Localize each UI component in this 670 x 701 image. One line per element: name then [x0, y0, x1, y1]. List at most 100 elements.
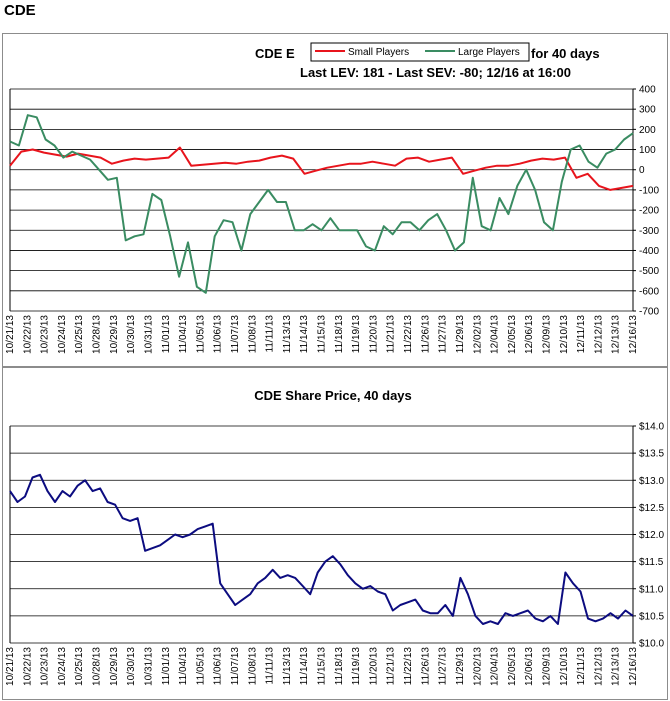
x-tick-label: 11/06/13: [213, 315, 224, 354]
x-tick-label: 12/11/13: [576, 315, 587, 354]
x-tick-label: 10/30/13: [126, 647, 137, 686]
x-tick-label: 10/22/13: [22, 315, 33, 354]
x-tick-label: 12/02/13: [472, 647, 483, 686]
x-tick-label: 11/05/13: [195, 647, 206, 686]
legend-box: [310, 42, 530, 62]
series-line-2: [9, 114, 634, 294]
y-tick-label: -600: [639, 286, 659, 297]
x-tick-label: 11/04/13: [178, 647, 189, 686]
x-tick-label: 11/15/13: [317, 647, 328, 686]
y-tick-label: -400: [639, 246, 659, 257]
x-tick-label: 11/11/13: [265, 647, 276, 685]
x-tick-label: 11/01/13: [161, 647, 172, 686]
x-tick-label: 12/10/13: [559, 647, 570, 686]
x-tick-label: 11/07/13: [230, 315, 241, 354]
x-tick-label: 10/30/13: [126, 315, 137, 354]
x-tick-label: 12/06/13: [524, 315, 535, 354]
y-tick-label: 100: [639, 145, 656, 156]
y-tick-label: -100: [639, 185, 659, 196]
x-tick-label: 11/13/13: [282, 315, 293, 354]
x-tick-label: 12/05/13: [507, 647, 518, 686]
x-tick-label: 10/29/13: [109, 647, 120, 686]
x-tick-label: 11/26/13: [420, 647, 431, 686]
x-tick-label: 12/06/13: [524, 647, 535, 686]
y-tick-label: -700: [639, 307, 659, 318]
x-tick-label: 11/14/13: [299, 315, 310, 354]
x-tick-label: 11/06/13: [213, 647, 224, 686]
x-tick-label: 11/21/13: [386, 315, 397, 354]
x-tick-label: 11/11/13: [265, 315, 276, 353]
x-tick-label: 11/19/13: [351, 647, 362, 686]
x-tick-label: 12/13/13: [611, 647, 622, 686]
y-tick-label: -300: [639, 226, 659, 237]
chart-legend: Small Players Large Players: [310, 42, 530, 62]
x-tick-label: 12/09/13: [541, 647, 552, 686]
x-tick-label: 12/13/13: [611, 315, 622, 354]
x-tick-label: 11/29/13: [455, 315, 466, 354]
x-tick-label: 11/04/13: [178, 315, 189, 354]
page-title: CDE: [4, 2, 36, 19]
x-tick-label: 10/23/13: [40, 647, 51, 686]
x-tick-label: 11/01/13: [161, 315, 172, 354]
series-line-1: [9, 146, 634, 191]
price-chart-svg: CDE Share Price, 40 days $14.0 $13.5 $13.0…: [5, 388, 664, 686]
x-tick-label: 11/20/13: [368, 647, 379, 686]
x-tick-label: 12/16/13: [628, 315, 639, 354]
x-tick-label: 11/18/13: [334, 647, 345, 686]
x-tick-label: 12/05/13: [507, 315, 518, 354]
y-tick-label: $13.5: [639, 449, 664, 460]
x-tick-label: 10/23/13: [40, 315, 51, 354]
x-tick-label: 11/14/13: [299, 647, 310, 686]
price-chart-panel: CDE Share Price, 40 days $14.0 $13.5 $13.0…: [2, 367, 668, 700]
x-tick-label: 12/02/13: [472, 315, 483, 354]
chart-subtitle: Last LEV: 181 - Last SEV: -80; 12/16 at …: [300, 65, 571, 80]
x-tick-label: 10/21/13: [5, 315, 16, 354]
x-tick-label: 10/25/13: [74, 647, 85, 686]
x-tick-label: 11/08/13: [247, 315, 258, 354]
ev-chart-svg: CDE E for 40 days Last LEV: 181 - Last S…: [5, 42, 659, 354]
chart-title-right: for 40 days: [531, 46, 600, 61]
y-tick-label: $13.0: [639, 476, 664, 487]
x-tick-label: 11/22/13: [403, 315, 414, 354]
y-tick-label: 400: [639, 85, 656, 96]
x-tick-label: 12/11/13: [576, 647, 587, 686]
series-line-1: [9, 473, 634, 625]
x-tick-label: 12/04/13: [490, 647, 501, 686]
x-tick-label: 12/10/13: [559, 315, 570, 354]
y-tick-label: $11.5: [639, 557, 664, 568]
x-tick-label: 10/22/13: [22, 647, 33, 686]
x-tick-label: 11/18/13: [334, 315, 345, 354]
x-tick-label: 11/20/13: [368, 315, 379, 354]
x-tick-label: 11/13/13: [282, 647, 293, 686]
x-tick-label: 10/24/13: [57, 647, 68, 686]
x-tick-label: 12/12/13: [593, 315, 604, 354]
legend-label-small: Small Players: [348, 47, 409, 58]
y-tick-label: $14.0: [639, 422, 664, 433]
x-tick-label: 11/08/13: [247, 647, 258, 686]
x-tick-label: 10/28/13: [92, 315, 103, 354]
x-tick-label: 11/07/13: [230, 647, 241, 686]
y-tick-label: 300: [639, 105, 656, 116]
x-tick-label: 10/24/13: [57, 315, 68, 354]
x-tick-label: 12/04/13: [490, 315, 501, 354]
y-tick-label: 200: [639, 125, 656, 136]
legend-label-large: Large Players: [458, 47, 520, 58]
x-tick-label: 10/31/13: [143, 647, 154, 686]
y-tick-label: $10.0: [639, 639, 664, 650]
x-tick-label: 12/09/13: [541, 315, 552, 354]
ev-chart-panel: CDE E for 40 days Last LEV: 181 - Last S…: [2, 33, 668, 367]
chart-title-left: CDE E: [255, 46, 295, 61]
x-tick-label: 10/29/13: [109, 315, 120, 354]
y-tick-label: $10.5: [639, 611, 664, 622]
x-tick-label: 10/25/13: [74, 315, 85, 354]
x-tick-label: 11/27/13: [438, 647, 449, 686]
y-tick-label: -200: [639, 206, 659, 217]
x-tick-label: 11/19/13: [351, 315, 362, 354]
x-tick-label: 11/27/13: [438, 315, 449, 354]
y-tick-label: $11.0: [639, 584, 664, 595]
x-tick-label: 12/16/13: [628, 647, 639, 686]
y-tick-label: -500: [639, 266, 659, 277]
x-tick-label: 12/12/13: [593, 647, 604, 686]
x-tick-label: 10/21/13: [5, 647, 16, 686]
y-tick-label: $12.5: [639, 503, 664, 514]
